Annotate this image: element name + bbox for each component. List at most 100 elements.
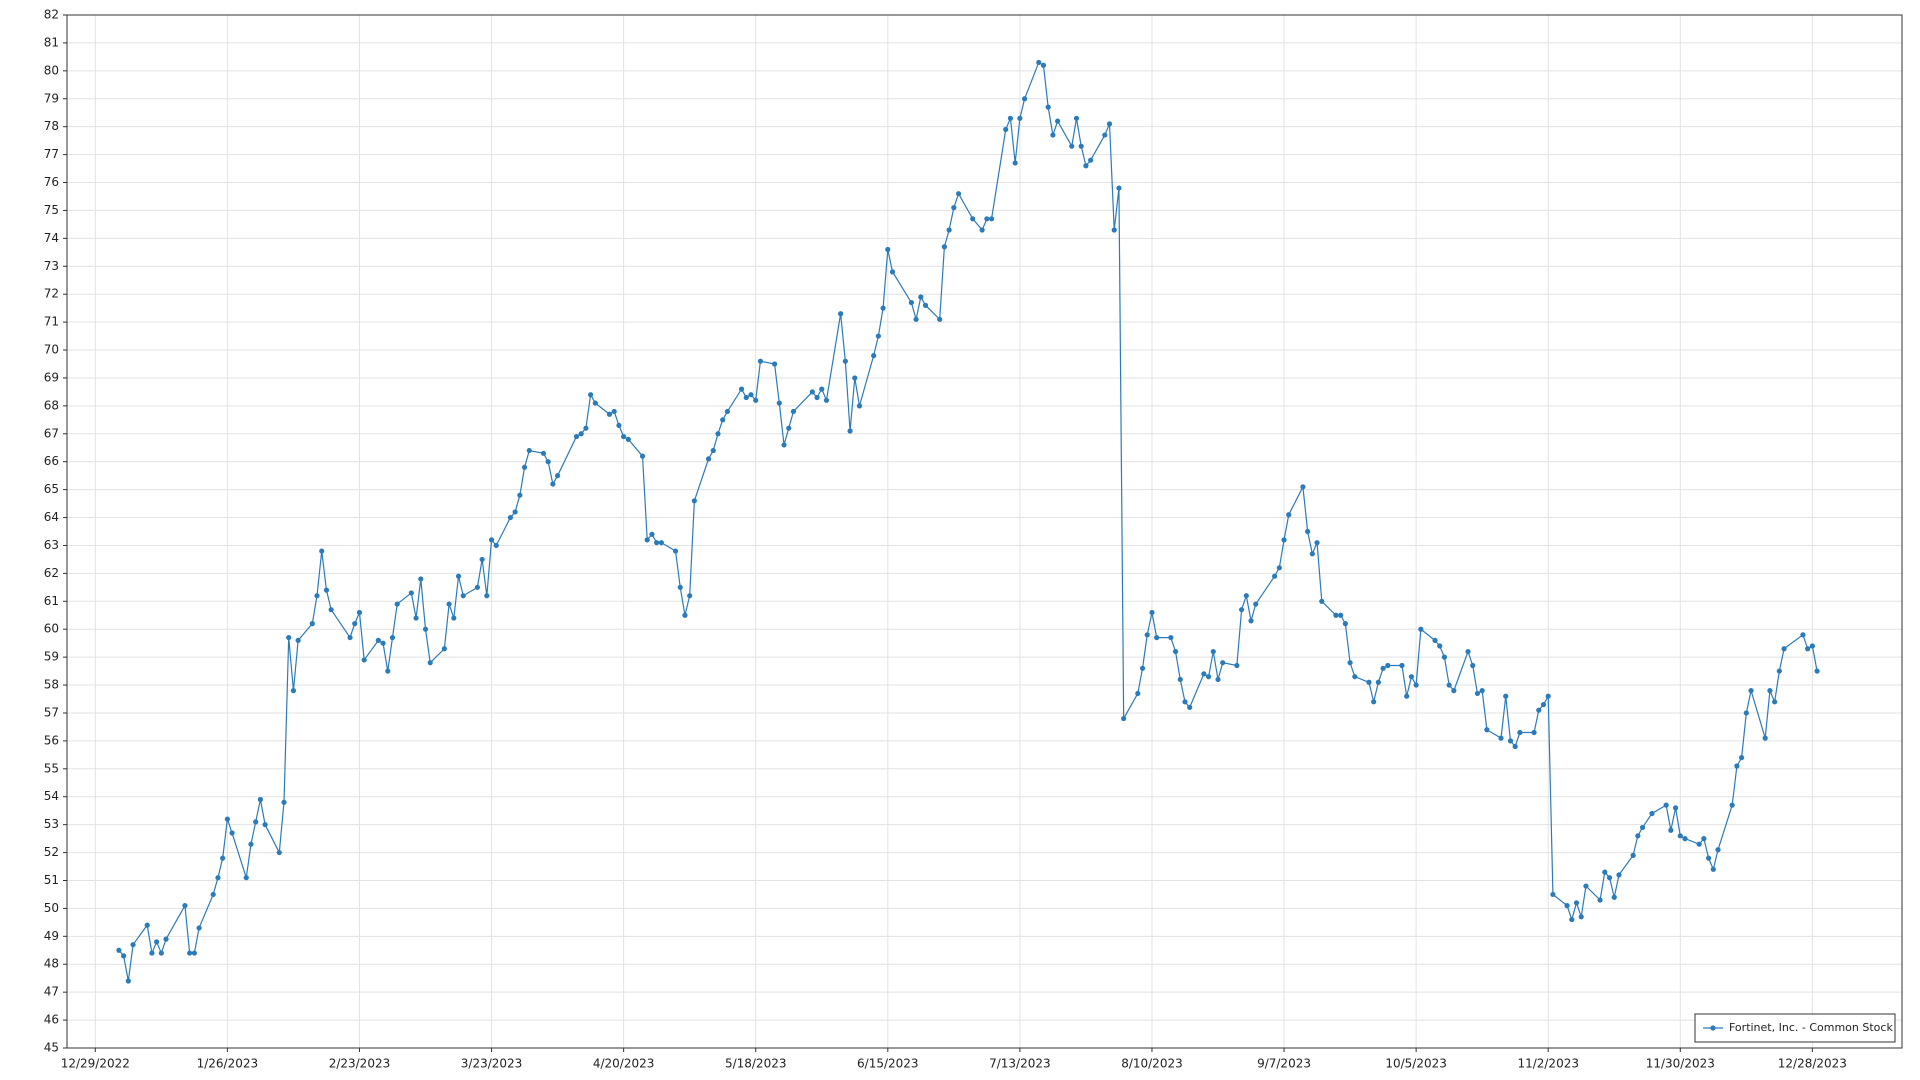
data-point — [1408, 674, 1415, 680]
data-point — [1220, 660, 1226, 666]
x-tick-label: 12/29/2022 — [61, 1057, 130, 1071]
data-point — [979, 227, 985, 233]
data-point — [380, 640, 386, 646]
data-point — [1573, 900, 1580, 906]
data-point — [1319, 598, 1325, 604]
data-point — [1809, 643, 1815, 649]
data-point — [1734, 763, 1740, 769]
data-point — [1512, 743, 1518, 750]
x-tick-label: 3/23/2023 — [461, 1057, 523, 1071]
data-point — [814, 394, 820, 401]
y-tick-label: 74 — [44, 231, 59, 245]
data-point — [715, 431, 721, 437]
data-point — [1545, 693, 1551, 699]
data-point — [1003, 126, 1009, 133]
data-point — [1418, 626, 1424, 632]
data-point — [144, 922, 150, 928]
data-point — [682, 612, 688, 618]
data-point — [705, 456, 712, 462]
data-point — [790, 408, 797, 415]
y-tick-label: 54 — [44, 789, 59, 803]
data-point — [361, 657, 367, 663]
data-point — [1083, 163, 1089, 169]
y-tick-label: 51 — [44, 873, 59, 887]
data-point — [1550, 891, 1556, 898]
x-tick-label: 8/10/2023 — [1121, 1057, 1183, 1071]
data-point — [154, 939, 160, 945]
data-point — [1583, 883, 1589, 889]
data-point — [1743, 710, 1749, 716]
data-point — [1276, 565, 1282, 571]
data-point — [1772, 699, 1778, 705]
data-point — [1144, 632, 1150, 638]
data-point — [625, 436, 631, 442]
data-point — [1187, 704, 1193, 710]
data-point — [649, 531, 655, 537]
y-tick-label: 45 — [44, 1041, 59, 1055]
data-point — [427, 660, 433, 666]
data-point — [937, 316, 943, 322]
data-point — [616, 422, 622, 429]
y-tick-label: 60 — [44, 622, 59, 636]
data-point — [889, 269, 896, 275]
data-point — [1102, 132, 1108, 138]
data-point — [1739, 755, 1745, 761]
data-point — [1111, 227, 1117, 233]
data-point — [658, 540, 664, 546]
data-point — [856, 403, 863, 409]
data-point — [1347, 660, 1353, 666]
data-point — [1399, 662, 1405, 669]
data-point — [592, 400, 598, 406]
data-point — [408, 590, 414, 596]
data-point — [281, 799, 287, 805]
data-point — [1432, 637, 1438, 643]
data-point — [1677, 833, 1683, 839]
data-point — [1805, 646, 1811, 652]
data-point — [1352, 674, 1358, 680]
data-point — [286, 634, 292, 641]
data-point — [507, 514, 514, 521]
data-point — [319, 548, 325, 554]
data-point — [125, 978, 131, 984]
x-tick-label: 7/13/2023 — [989, 1057, 1051, 1071]
x-tick-label: 9/7/2023 — [1257, 1057, 1311, 1071]
data-point — [823, 397, 830, 403]
y-tick-label: 82 — [44, 8, 59, 22]
data-point — [875, 333, 881, 339]
data-point — [1045, 104, 1051, 110]
data-point — [1055, 118, 1061, 124]
data-point — [229, 830, 235, 836]
data-point — [1139, 665, 1146, 671]
data-point — [776, 400, 782, 406]
data-point — [248, 841, 254, 847]
data-point — [422, 626, 429, 632]
data-point — [691, 498, 697, 504]
data-point — [819, 386, 825, 392]
data-point — [1630, 852, 1636, 858]
data-point — [1380, 665, 1386, 671]
data-point — [922, 302, 929, 308]
data-point — [512, 509, 518, 515]
data-point — [781, 442, 787, 448]
data-point — [224, 816, 230, 822]
data-point — [1309, 551, 1315, 557]
data-point — [606, 411, 613, 417]
y-tick-label: 65 — [44, 482, 59, 496]
data-point — [493, 542, 499, 549]
data-point — [1536, 707, 1542, 713]
y-tick-label: 46 — [44, 1013, 59, 1027]
data-point — [550, 481, 556, 487]
data-point — [389, 634, 396, 641]
data-point — [215, 875, 221, 881]
data-point — [1286, 512, 1292, 518]
y-tick-label: 50 — [44, 901, 59, 915]
data-point — [394, 601, 400, 607]
data-point — [451, 615, 457, 621]
data-point — [988, 216, 995, 222]
data-point — [418, 576, 424, 582]
y-tick-label: 73 — [44, 259, 59, 273]
data-point — [1040, 62, 1047, 68]
data-point — [1597, 897, 1603, 903]
data-point — [951, 205, 957, 211]
y-tick-label: 80 — [44, 63, 59, 77]
